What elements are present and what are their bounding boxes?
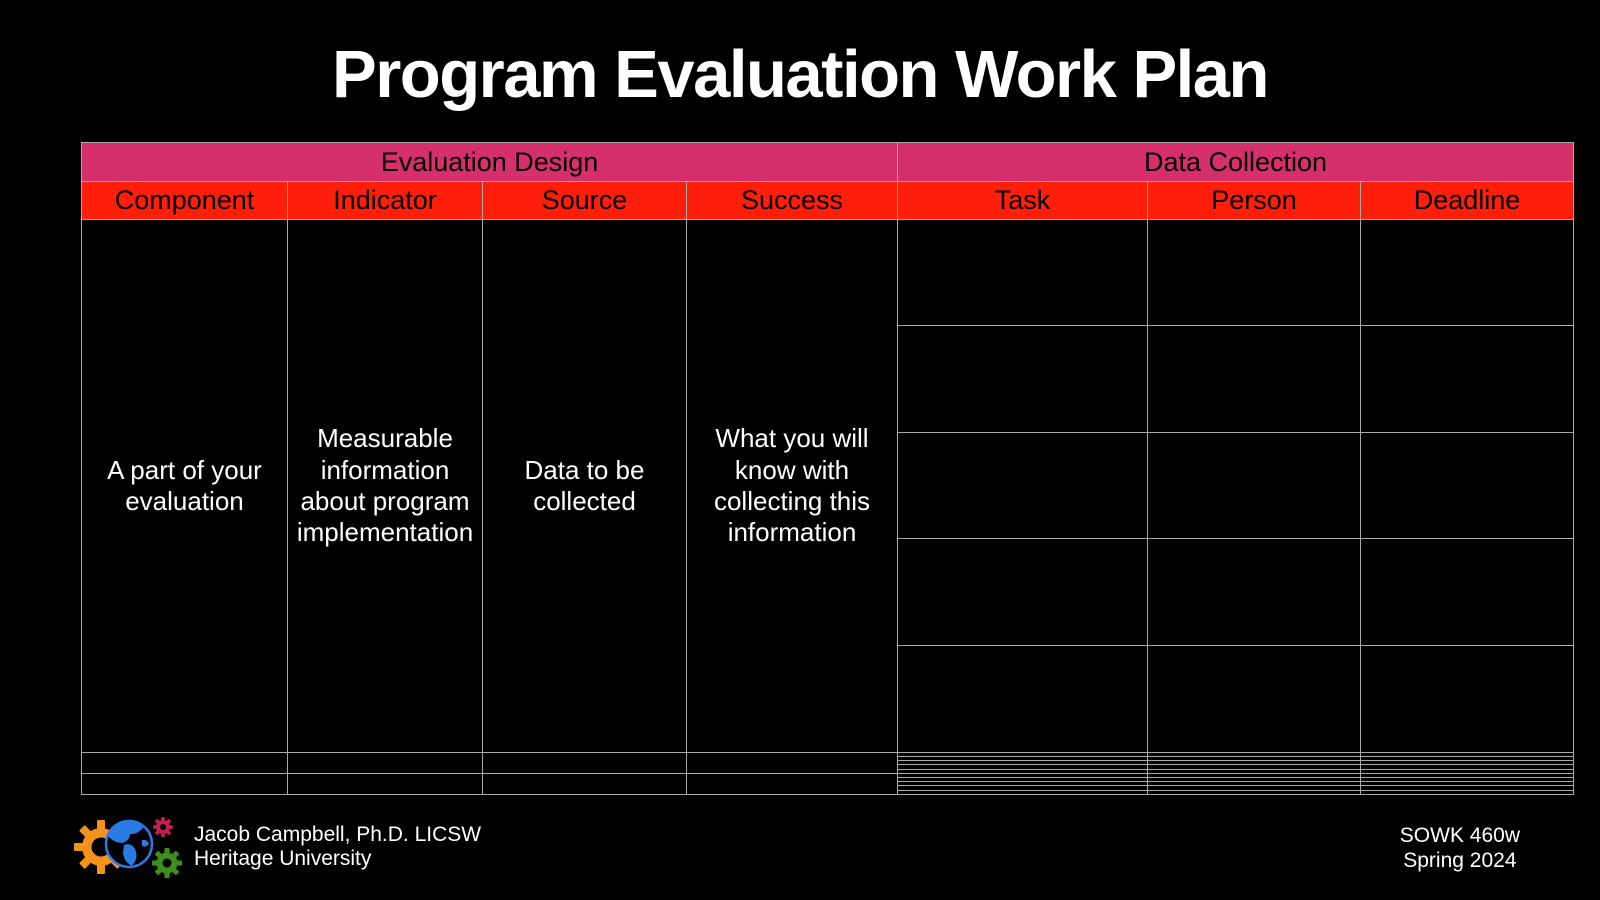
footer-right: SOWK 460w Spring 2024 bbox=[1400, 823, 1520, 873]
cell-task-empty bbox=[897, 789, 1149, 796]
green-gear-icon bbox=[152, 848, 182, 878]
column-header-task: Task bbox=[897, 181, 1149, 220]
cell-component-empty bbox=[81, 772, 288, 796]
cell-person-empty bbox=[1147, 431, 1362, 540]
group-header-data-collection: Data Collection bbox=[897, 142, 1575, 182]
cell-person-empty bbox=[1147, 325, 1362, 433]
column-header-component: Component bbox=[81, 181, 288, 220]
cell-task-empty bbox=[897, 218, 1149, 327]
cell-deadline-empty bbox=[1360, 538, 1575, 646]
cell-deadline-empty bbox=[1360, 325, 1575, 433]
cell-task-empty bbox=[897, 644, 1149, 753]
gears-globe-logo-icon bbox=[74, 817, 182, 878]
cell-deadline-empty bbox=[1360, 218, 1575, 327]
table-row bbox=[82, 760, 1575, 766]
cell-person-empty bbox=[1147, 644, 1362, 753]
cell-task-empty bbox=[897, 538, 1149, 646]
column-header-source: Source bbox=[482, 181, 687, 220]
pink-gear-icon bbox=[153, 817, 173, 837]
footer-left: Jacob Campbell, Ph.D. LICSW Heritage Uni… bbox=[72, 806, 481, 886]
cell-deadline-empty bbox=[1360, 789, 1575, 796]
cell-success-empty bbox=[685, 751, 899, 774]
cell-task-empty bbox=[897, 431, 1149, 540]
cell-success-description: What you will know with collecting this … bbox=[685, 219, 899, 753]
column-header-success: Success bbox=[685, 181, 899, 220]
cell-source-empty bbox=[482, 772, 687, 796]
cell-person-empty bbox=[1147, 218, 1362, 327]
table-row bbox=[82, 325, 1575, 433]
column-header-row: Component Indicator Source Success Task … bbox=[81, 181, 1575, 220]
cell-source-description: Data to be collected bbox=[482, 219, 687, 753]
table-row: A part of your evaluation Measurable inf… bbox=[81, 218, 1575, 753]
cell-success-empty bbox=[685, 772, 899, 796]
work-plan-table: Evaluation Design Data Collection Compon… bbox=[80, 142, 1575, 796]
cell-person-empty bbox=[1147, 538, 1362, 646]
table-row bbox=[82, 431, 1575, 540]
cell-deadline-empty bbox=[1360, 431, 1575, 540]
column-header-deadline: Deadline bbox=[1360, 181, 1575, 220]
cell-indicator-empty bbox=[287, 772, 483, 796]
table-row bbox=[82, 789, 1575, 796]
column-header-person: Person bbox=[1147, 181, 1362, 220]
group-header-row: Evaluation Design Data Collection bbox=[80, 142, 1575, 182]
globe-icon bbox=[104, 819, 154, 869]
group-header-evaluation-design: Evaluation Design bbox=[80, 142, 899, 182]
column-header-indicator: Indicator bbox=[287, 181, 483, 220]
course-term: Spring 2024 bbox=[1403, 849, 1517, 872]
course-code: SOWK 460w bbox=[1399, 824, 1520, 847]
presenter-institution: Heritage University bbox=[194, 847, 372, 870]
table-row bbox=[81, 772, 1575, 796]
table-row bbox=[81, 751, 1575, 774]
cell-indicator-description: Measurable information about program imp… bbox=[287, 219, 483, 753]
slide-title: Program Evaluation Work Plan bbox=[332, 37, 1269, 112]
cell-task-empty bbox=[897, 325, 1149, 433]
table-row bbox=[82, 538, 1575, 646]
cell-person-empty bbox=[1147, 789, 1362, 796]
presenter-info: Jacob Campbell, Ph.D. LICSW Heritage Uni… bbox=[194, 823, 481, 871]
cell-source-empty bbox=[482, 751, 687, 774]
cell-component-empty bbox=[81, 751, 288, 774]
presenter-name: Jacob Campbell, Ph.D. LICSW bbox=[194, 823, 482, 846]
cell-component-description: A part of your evaluation bbox=[81, 219, 288, 753]
cell-deadline-empty bbox=[1360, 644, 1575, 753]
cell-indicator-empty bbox=[287, 751, 483, 774]
table-row bbox=[82, 644, 1575, 753]
